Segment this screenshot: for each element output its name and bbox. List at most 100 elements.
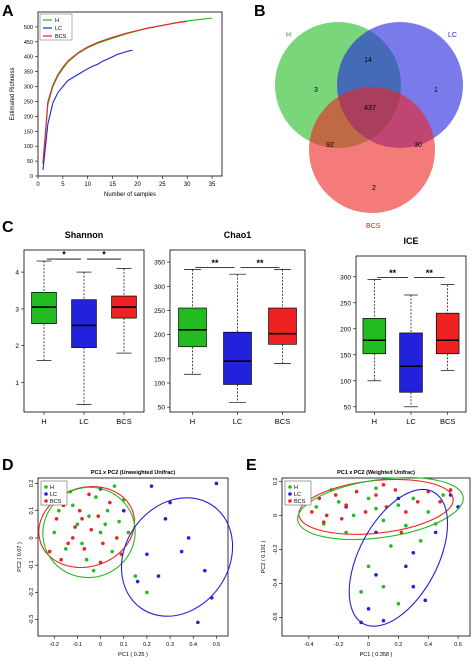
x-tick-label: 0.2 bbox=[143, 642, 151, 648]
point-h bbox=[411, 496, 416, 501]
box-lc bbox=[399, 332, 423, 393]
y-tick-label: 450 bbox=[24, 40, 33, 46]
legend-box bbox=[39, 13, 73, 41]
legend-swatch-bcs bbox=[288, 499, 292, 503]
point-h bbox=[426, 510, 431, 514]
scatter-title: PC1 x PC2 (Weighted Unifrac) bbox=[337, 470, 415, 476]
y-tick-label: 350 bbox=[24, 70, 33, 76]
point-lc bbox=[149, 484, 154, 488]
point-lc bbox=[179, 549, 184, 554]
curve-lc bbox=[42, 49, 133, 171]
point-bcs bbox=[59, 557, 63, 562]
significance-label: * bbox=[62, 250, 66, 260]
point-lc bbox=[203, 568, 207, 573]
x-tick-label: 20 bbox=[134, 182, 141, 188]
legend-label-bcs: BCS bbox=[294, 499, 306, 505]
y-tick-label: 250 bbox=[154, 308, 165, 315]
point-h bbox=[64, 547, 68, 551]
box-title: Chao1 bbox=[224, 230, 252, 240]
legend-swatch-bcs bbox=[44, 499, 48, 503]
y-tick-label: 100 bbox=[340, 378, 351, 385]
y-axis-label: Estimated Richness bbox=[10, 67, 16, 120]
y-tick-label: 0.2 bbox=[273, 478, 279, 486]
box-h bbox=[178, 307, 207, 348]
y-tick-label: 50 bbox=[27, 159, 33, 165]
panel-label-c: C bbox=[2, 219, 14, 236]
venn-set-label-lc: LC bbox=[448, 32, 457, 39]
legend-label-bcs: BCS bbox=[55, 34, 67, 40]
ellipse-h bbox=[297, 477, 464, 541]
point-bcs bbox=[399, 530, 404, 535]
y-tick-label: 300 bbox=[340, 274, 351, 281]
point-h bbox=[366, 564, 371, 569]
y-tick-label: 3 bbox=[15, 306, 19, 313]
point-h bbox=[314, 505, 319, 509]
point-lc bbox=[214, 481, 219, 486]
panel-label-a: A bbox=[2, 3, 14, 20]
ellipse-lc bbox=[348, 488, 449, 627]
y-tick-label: 400 bbox=[24, 55, 33, 61]
venn-count-h-lc-bcs: 437 bbox=[364, 105, 376, 112]
panel-label-b: B bbox=[254, 3, 266, 20]
point-h bbox=[70, 503, 75, 508]
box-title: Shannon bbox=[65, 230, 104, 240]
point-lc bbox=[404, 564, 408, 569]
legend-swatch-h bbox=[44, 485, 48, 489]
point-h bbox=[112, 484, 117, 488]
x-tick-label: 0.3 bbox=[166, 642, 174, 648]
y-tick-label: 250 bbox=[340, 300, 351, 307]
legend-label-lc: LC bbox=[294, 492, 301, 498]
point-bcs bbox=[393, 488, 398, 492]
box-h bbox=[31, 291, 57, 324]
legend-swatch-lc bbox=[288, 492, 292, 496]
point-h bbox=[80, 541, 84, 546]
point-lc bbox=[411, 584, 416, 589]
significance-label: ** bbox=[256, 258, 264, 268]
plot-frame bbox=[281, 477, 471, 637]
x-tick-label: 10 bbox=[84, 182, 91, 188]
point-h bbox=[396, 503, 401, 507]
y-tick-label: 350 bbox=[154, 260, 165, 267]
legend-label-h: H bbox=[50, 485, 54, 491]
x-tick-label: LC bbox=[79, 417, 89, 426]
rarefaction-chart: 0 5 10 15 20 25 30 3505010015020025030035040045… bbox=[10, 11, 223, 198]
point-bcs bbox=[354, 489, 359, 494]
point-bcs bbox=[321, 520, 326, 524]
point-bcs bbox=[363, 510, 368, 514]
box-bcs bbox=[268, 307, 297, 345]
point-lc bbox=[366, 607, 371, 611]
x-tick-label: H bbox=[190, 417, 195, 426]
point-h bbox=[57, 508, 61, 513]
y-tick-label: 150 bbox=[24, 129, 33, 135]
box-h bbox=[362, 318, 387, 355]
point-h bbox=[418, 539, 423, 543]
legend-swatch-h bbox=[288, 485, 292, 489]
venn-count-h-lc: 14 bbox=[364, 57, 372, 64]
y-tick-label: 0 bbox=[30, 174, 33, 180]
point-bcs bbox=[77, 508, 82, 513]
point-h bbox=[381, 584, 386, 589]
significance-label: * bbox=[102, 250, 106, 260]
point-bcs bbox=[66, 541, 70, 546]
x-tick-label: 35 bbox=[209, 182, 216, 188]
y-tick-label: 1 bbox=[15, 380, 19, 387]
point-h bbox=[98, 530, 103, 535]
point-lc bbox=[374, 573, 378, 577]
point-h bbox=[366, 496, 371, 501]
point-bcs bbox=[87, 492, 91, 497]
x-tick-label: H bbox=[41, 417, 46, 426]
legend: H LC BCS bbox=[39, 13, 73, 41]
venn-set-label-h: H bbox=[286, 32, 291, 39]
point-lc bbox=[135, 579, 140, 584]
point-bcs bbox=[344, 503, 348, 507]
pcoa-weighted: PC1 x PC2 (Weighted Unifrac) -0.4 -0.2 0 0.2… bbox=[261, 470, 471, 658]
point-h bbox=[84, 557, 89, 562]
x-tick-label: 0.4 bbox=[189, 642, 197, 648]
x-axis-label: PC1 ( 0.25 ) bbox=[118, 652, 148, 658]
y-tick-label: -0.2 bbox=[29, 588, 35, 597]
point-h bbox=[389, 544, 393, 548]
point-h bbox=[110, 549, 114, 554]
point-h bbox=[133, 574, 138, 578]
ellipse-h bbox=[42, 486, 136, 579]
